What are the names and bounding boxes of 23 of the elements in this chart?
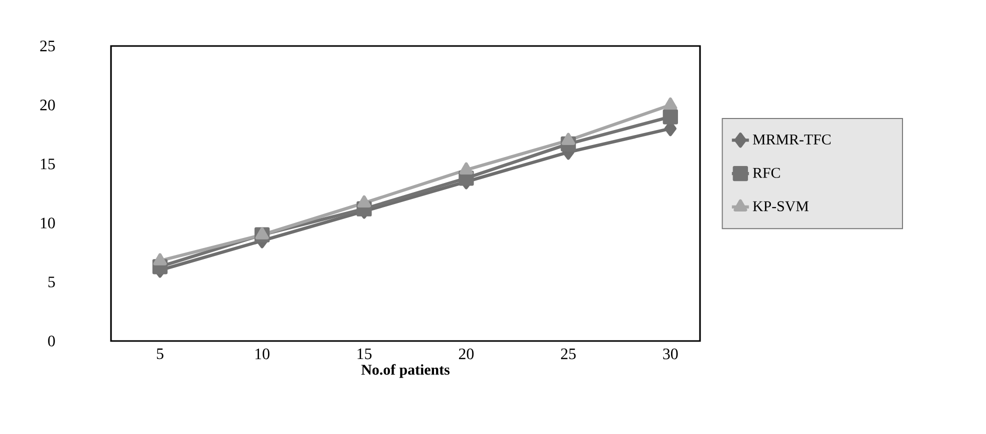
x-tick-label: 5 bbox=[156, 348, 164, 360]
y-tick-label: 15 bbox=[40, 158, 55, 170]
y-tick-label: 5 bbox=[48, 276, 55, 288]
point bbox=[357, 195, 371, 208]
point bbox=[562, 132, 576, 145]
point bbox=[459, 162, 474, 174]
y-tick-label: 0 bbox=[48, 336, 55, 346]
x-axis-title: No.of patients bbox=[361, 364, 450, 378]
y-tick-label: 25 bbox=[40, 40, 55, 52]
point bbox=[153, 253, 167, 266]
legend-label: MRMR-TFC bbox=[752, 134, 831, 145]
point bbox=[662, 109, 678, 124]
legend-label: KP-SVM bbox=[752, 201, 809, 212]
x-tick-label: 10 bbox=[256, 348, 270, 360]
x-tick-label: 25 bbox=[561, 348, 576, 360]
y-tick-label: 10 bbox=[40, 218, 55, 228]
x-tick-label: 30 bbox=[663, 348, 678, 360]
point bbox=[255, 227, 269, 240]
y-tick-label: 20 bbox=[40, 100, 55, 110]
point bbox=[664, 97, 678, 110]
x-tick-label: 20 bbox=[458, 348, 474, 360]
x-tick-label: 15 bbox=[358, 348, 372, 360]
legend-label: RFC bbox=[752, 168, 780, 178]
